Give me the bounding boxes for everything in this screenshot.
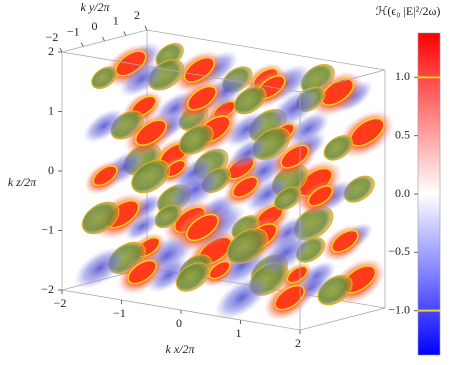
- blob-green: [131, 159, 171, 194]
- blob-green: [175, 262, 210, 292]
- x-tick-label: 0: [176, 316, 182, 330]
- y-tick: [59, 47, 63, 53]
- blob-blue: [228, 137, 268, 169]
- box-edge: [61, 51, 301, 93]
- y-tick-label: 2: [134, 8, 140, 22]
- x-tick-label: 1: [236, 326, 242, 340]
- colorbar-tick-label: −0.5: [388, 244, 410, 258]
- blob-core: [307, 185, 334, 207]
- y-tick: [144, 25, 148, 31]
- y-axis-label: k y/2π: [81, 0, 111, 14]
- blob-blue: [119, 60, 164, 98]
- volume: [73, 42, 394, 321]
- blob-core: [92, 165, 118, 187]
- colorbar-tick-label: 0.5: [395, 127, 410, 141]
- blob-blue: [147, 257, 190, 293]
- z-tick-label: 1: [48, 103, 54, 117]
- x-axis-label: k x/2π: [166, 342, 196, 356]
- blob-core: [208, 260, 231, 280]
- z-tick-label: 2: [48, 44, 54, 58]
- blob-core: [186, 85, 217, 111]
- blob-green: [233, 86, 267, 115]
- z-tick-label: −2: [41, 282, 54, 296]
- z-axis-label: k z/2π: [8, 175, 37, 189]
- blob-core: [274, 284, 305, 311]
- blob-blue: [286, 111, 330, 147]
- x-tick-label: −1: [113, 306, 126, 320]
- blob-green: [91, 66, 118, 90]
- blob-green: [323, 135, 354, 161]
- blob-blue: [224, 111, 269, 148]
- blob-blue: [214, 275, 269, 320]
- colorbar-title: ℋ(ϵ₀ |E|²/2ω): [376, 4, 441, 18]
- blob-core: [185, 213, 219, 242]
- y-tick-label: 0: [92, 19, 98, 33]
- colorbar-tick-label: 0.0: [395, 186, 410, 200]
- y-tick-label: −1: [67, 24, 80, 38]
- box-edge: [299, 69, 386, 93]
- y-tick-label: −2: [46, 30, 59, 44]
- x-tick-label: −2: [54, 296, 67, 310]
- blob-core: [127, 259, 158, 285]
- z-tick-label: −1: [41, 222, 54, 236]
- blob-core: [134, 119, 167, 146]
- blob-core: [232, 176, 259, 198]
- colorbar-tick-label: −1.0: [388, 302, 410, 316]
- blob-core: [183, 56, 215, 83]
- blob-core: [331, 229, 359, 253]
- z-tick-label: 0: [48, 163, 54, 177]
- blob-green: [81, 201, 120, 235]
- blob-green: [178, 124, 214, 155]
- blob-green: [226, 228, 269, 264]
- blob-blue: [124, 212, 160, 241]
- blob-core: [280, 144, 310, 169]
- x-tick-label: 2: [295, 336, 301, 350]
- box-edge: [146, 29, 386, 71]
- y-tick-label: 1: [113, 13, 119, 27]
- blob-blue: [259, 231, 313, 274]
- colorbar-tick-label: 1.0: [395, 69, 410, 83]
- y-tick: [102, 36, 105, 42]
- y-tick: [123, 31, 127, 36]
- blob-blue: [73, 246, 126, 290]
- blob-blue: [83, 108, 125, 143]
- blob-core: [320, 78, 355, 106]
- y-tick: [80, 42, 84, 47]
- blob-blue: [168, 167, 223, 211]
- colorbar: [417, 32, 441, 356]
- box-edge: [299, 307, 386, 331]
- blob-blue: [245, 176, 289, 213]
- blob-blue: [269, 87, 320, 129]
